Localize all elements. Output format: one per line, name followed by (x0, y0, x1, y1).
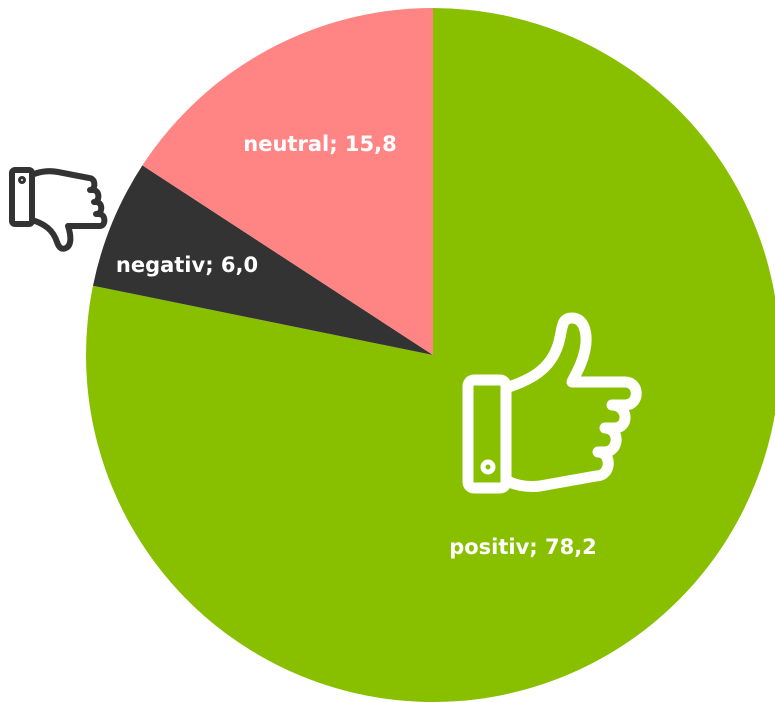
thumbs-up-icon (462, 312, 642, 494)
slice-label: negativ; 6,0 (116, 253, 258, 277)
slice-label: neutral; 15,8 (243, 132, 396, 156)
slices (86, 7, 775, 702)
pie-slice (92, 165, 433, 355)
pie-slice (142, 7, 433, 355)
thumbs-down-icon (9, 167, 108, 252)
pie-slice (86, 8, 775, 702)
slice-label: positiv; 78,2 (449, 535, 597, 559)
